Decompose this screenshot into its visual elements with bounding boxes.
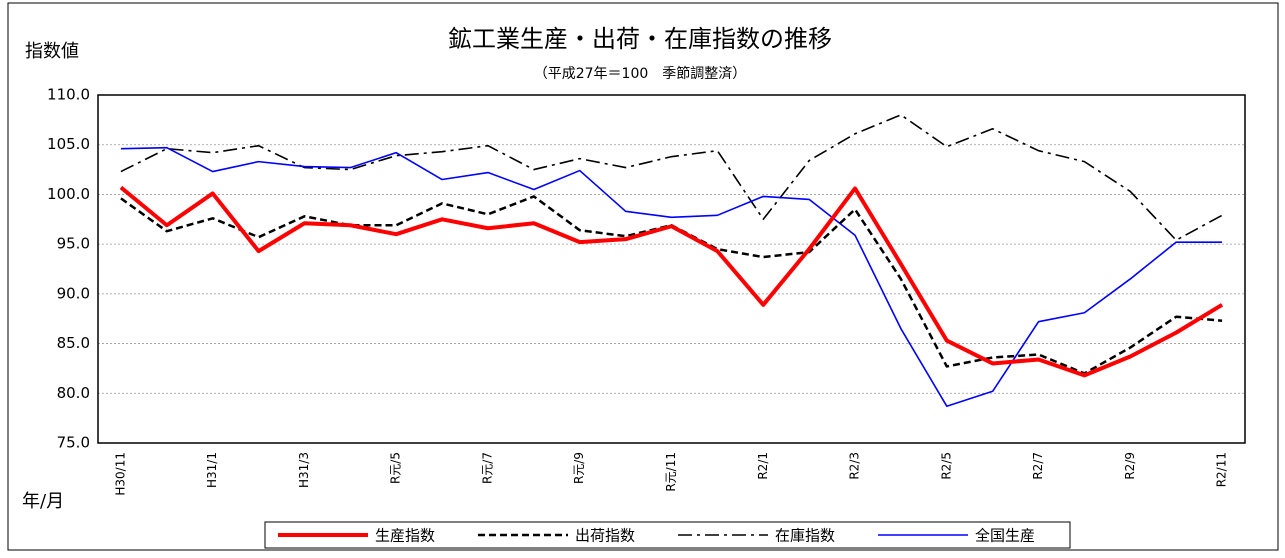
legend-label: 出荷指数 — [575, 527, 635, 545]
x-tick-label: R元/7 — [480, 452, 494, 484]
y-tick-label: 105.0 — [47, 135, 90, 153]
series-line — [120, 195, 1223, 375]
y-tick-label: 90.0 — [57, 284, 90, 302]
legend-label: 在庫指数 — [775, 527, 835, 545]
x-tick-label: R2/1 — [756, 452, 770, 480]
x-tick-label: R元/11 — [664, 452, 678, 492]
y-tick-label: 80.0 — [57, 384, 90, 402]
y-tick-label: 100.0 — [47, 185, 90, 203]
y-tick-label: 85.0 — [57, 334, 90, 352]
plot-frame — [97, 94, 1246, 444]
chart-title: 鉱工業生産・出荷・在庫指数の推移 — [448, 25, 832, 53]
x-tick-label: H31/1 — [205, 452, 219, 488]
x-tick-label: R2/9 — [1123, 452, 1137, 480]
x-tick-label: R2/5 — [939, 452, 953, 480]
x-axis-label: 年/月 — [22, 491, 64, 512]
y-axis-label: 指数値 — [25, 41, 79, 62]
x-tick-label: R2/7 — [1031, 452, 1045, 480]
x-tick-label: R2/3 — [848, 452, 862, 480]
x-tick-label: R元/9 — [572, 452, 586, 484]
series-line — [119, 185, 1224, 378]
legend-label: 生産指数 — [375, 527, 435, 545]
x-tick-label: R2/11 — [1215, 452, 1229, 487]
x-tick-label: H30/11 — [113, 452, 127, 496]
series-line — [120, 146, 1223, 408]
x-tick-label: H31/3 — [297, 452, 311, 488]
y-tick-label: 95.0 — [57, 235, 90, 253]
series-line — [120, 114, 1223, 241]
legend-label: 全国生産 — [975, 527, 1035, 545]
chart-subtitle: （平成27年＝100 季節調整済） — [534, 65, 747, 82]
y-tick-label: 75.0 — [57, 434, 90, 452]
x-tick-label: R元/5 — [389, 452, 403, 484]
chart-border — [7, 2, 1279, 551]
y-tick-label: 110.0 — [47, 86, 90, 104]
